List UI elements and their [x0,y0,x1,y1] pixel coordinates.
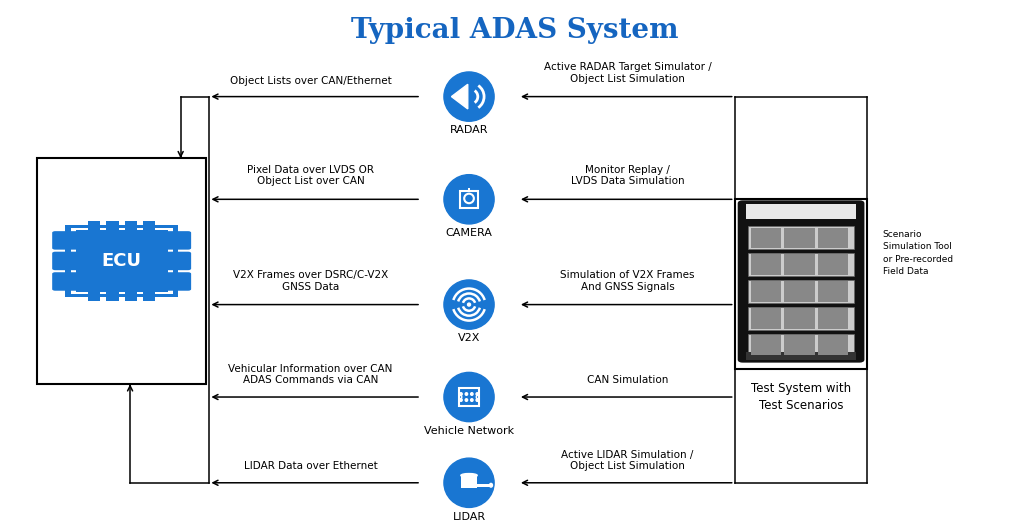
Text: Vehicular Information over CAN
ADAS Commands via CAN: Vehicular Information over CAN ADAS Comm… [229,364,392,385]
FancyBboxPatch shape [748,334,854,357]
FancyBboxPatch shape [125,292,137,301]
FancyBboxPatch shape [165,231,192,250]
Ellipse shape [466,399,468,402]
FancyBboxPatch shape [818,281,848,301]
Ellipse shape [476,399,479,402]
Text: Typical ADAS System: Typical ADAS System [351,17,679,44]
FancyBboxPatch shape [468,188,471,191]
Text: Simulation of V2X Frames
And GNSS Signals: Simulation of V2X Frames And GNSS Signal… [560,270,694,292]
Text: V2X Frames over DSRC/C-V2X
GNSS Data: V2X Frames over DSRC/C-V2X GNSS Data [233,270,388,292]
Ellipse shape [476,393,479,395]
Ellipse shape [471,393,473,395]
Polygon shape [451,84,468,109]
Ellipse shape [468,303,471,306]
FancyBboxPatch shape [143,292,156,301]
FancyBboxPatch shape [748,280,854,303]
FancyBboxPatch shape [734,199,867,369]
FancyBboxPatch shape [71,228,173,294]
FancyBboxPatch shape [88,292,100,301]
FancyBboxPatch shape [165,252,192,270]
FancyBboxPatch shape [748,253,854,276]
FancyBboxPatch shape [818,255,848,275]
Ellipse shape [444,280,494,329]
Text: Monitor Replay /
LVDS Data Simulation: Monitor Replay / LVDS Data Simulation [571,165,684,187]
FancyBboxPatch shape [143,221,156,230]
FancyBboxPatch shape [748,307,854,330]
FancyBboxPatch shape [748,226,854,249]
FancyBboxPatch shape [739,201,863,362]
FancyBboxPatch shape [751,281,782,301]
Ellipse shape [444,458,494,508]
FancyBboxPatch shape [818,228,848,248]
FancyBboxPatch shape [37,158,206,384]
FancyBboxPatch shape [751,335,782,355]
FancyBboxPatch shape [785,335,815,355]
Text: Test System with
Test Scenarios: Test System with Test Scenarios [751,382,851,412]
FancyBboxPatch shape [751,228,782,248]
FancyBboxPatch shape [785,308,815,328]
Ellipse shape [444,373,494,422]
Ellipse shape [466,393,468,395]
Ellipse shape [489,483,492,487]
Ellipse shape [444,72,494,121]
FancyBboxPatch shape [125,221,137,230]
FancyBboxPatch shape [751,308,782,328]
FancyBboxPatch shape [818,308,848,328]
FancyBboxPatch shape [751,255,782,275]
Text: Vehicle Network: Vehicle Network [424,426,514,436]
FancyBboxPatch shape [785,281,815,301]
FancyBboxPatch shape [88,221,100,230]
Text: RADAR: RADAR [450,125,488,135]
Text: CAN Simulation: CAN Simulation [587,375,668,385]
FancyBboxPatch shape [818,335,848,355]
Text: LIDAR Data over Ethernet: LIDAR Data over Ethernet [244,462,378,472]
Text: Scenario
Simulation Tool
or Pre-recorded
Field Data: Scenario Simulation Tool or Pre-recorded… [883,230,953,277]
FancyBboxPatch shape [785,255,815,275]
Text: V2X: V2X [458,334,480,344]
Ellipse shape [459,393,462,395]
FancyBboxPatch shape [53,252,78,270]
Text: LIDAR: LIDAR [452,512,485,522]
FancyBboxPatch shape [785,228,815,248]
FancyBboxPatch shape [75,230,168,292]
Text: Active LIDAR Simulation /
Object List Simulation: Active LIDAR Simulation / Object List Si… [561,450,693,472]
FancyBboxPatch shape [477,484,489,487]
FancyBboxPatch shape [106,221,118,230]
FancyBboxPatch shape [66,225,178,297]
FancyBboxPatch shape [106,292,118,301]
Ellipse shape [460,474,477,477]
Text: ECU: ECU [102,252,142,270]
Text: CAMERA: CAMERA [446,228,492,238]
Ellipse shape [444,174,494,224]
FancyBboxPatch shape [746,204,856,219]
FancyBboxPatch shape [165,272,192,291]
FancyBboxPatch shape [460,475,477,487]
Text: Object Lists over CAN/Ethernet: Object Lists over CAN/Ethernet [230,76,391,86]
Text: Pixel Data over LVDS OR
Object List over CAN: Pixel Data over LVDS OR Object List over… [247,165,374,187]
Ellipse shape [459,399,462,402]
FancyBboxPatch shape [746,352,856,359]
Text: Active RADAR Target Simulator /
Object List Simulation: Active RADAR Target Simulator / Object L… [544,62,712,84]
FancyBboxPatch shape [53,272,78,291]
FancyBboxPatch shape [53,231,78,250]
Ellipse shape [471,399,473,402]
